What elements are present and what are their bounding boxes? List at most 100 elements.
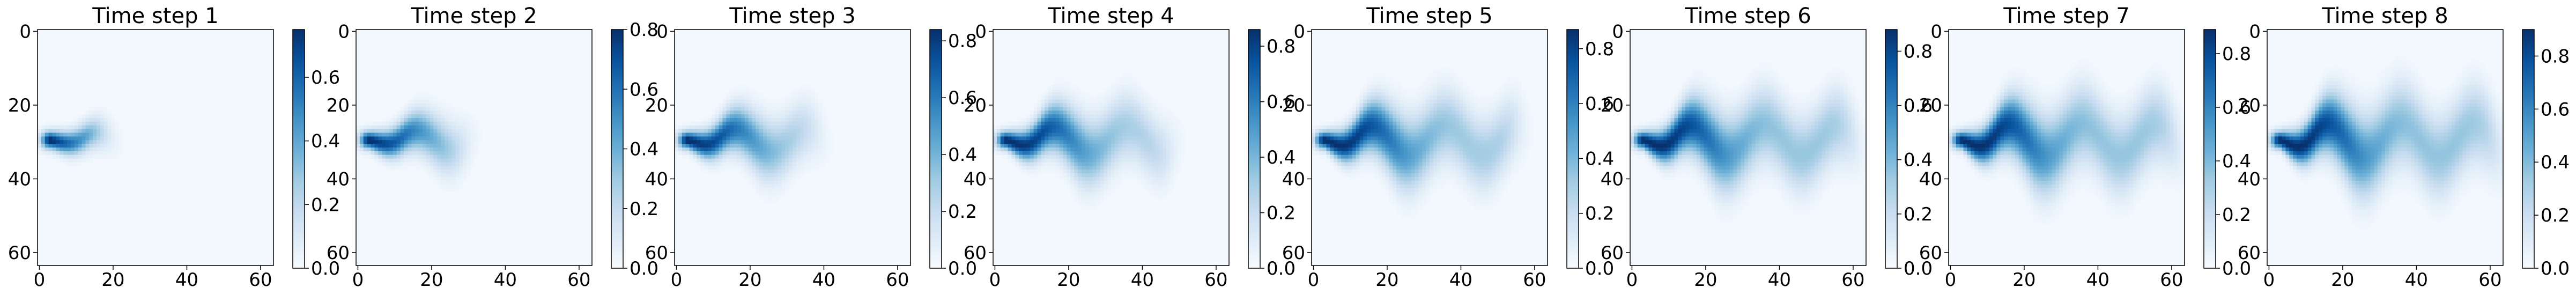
x-tick-label: 0 [989, 269, 1001, 291]
chart-title: Time step 6 [1684, 4, 1811, 28]
x-tick-label: 40 [812, 269, 835, 291]
y-tick-label: 0 [1930, 21, 1942, 42]
y-tick-label: 0 [1612, 21, 1624, 42]
colorbar-tick-label: 0.4 [630, 139, 658, 160]
y-tick-label: 0 [1293, 21, 1305, 42]
y-tick-label: 40 [1601, 168, 1624, 190]
y-tick-label: 60 [8, 242, 31, 264]
x-tick-label: 40 [2405, 269, 2428, 291]
colorbar-tick-label: 0.4 [948, 144, 977, 166]
chart-title: Time step 4 [1047, 4, 1174, 28]
x-tick-label: 0 [671, 269, 683, 291]
x-tick-label: 20 [2012, 269, 2035, 291]
y-tick-label: 40 [1282, 168, 1305, 190]
x-tick-label: 20 [738, 269, 761, 291]
colorbar-tick-label: 0.8 [630, 19, 658, 41]
colorbar-tick-label: 0.2 [2222, 204, 2251, 226]
heatmap-image [675, 30, 911, 266]
y-tick-label: 40 [964, 168, 987, 190]
x-tick-label: 60 [1841, 269, 1864, 291]
x-tick-label: 20 [1375, 269, 1398, 291]
x-tick-label: 40 [1768, 269, 1791, 291]
colorbar-tick-label: 0.8 [1585, 39, 1614, 60]
colorbar-tick-label: 0.2 [1267, 203, 1296, 224]
heatmap-image [356, 30, 592, 266]
x-tick-label: 40 [494, 269, 517, 291]
colorbar-tick-label: 0.4 [2541, 152, 2570, 173]
colorbar-tick-label: 0.0 [1904, 258, 1933, 279]
x-tick-label: 60 [886, 269, 909, 291]
colorbar: 0.0 0.2 0.4 0.6 0.8 [1248, 29, 1296, 279]
x-tick-label: 20 [1057, 269, 1080, 291]
y-tick-label: 60 [1282, 242, 1305, 264]
y-tick-label: 40 [327, 168, 350, 190]
colorbar-tick-label: 0.0 [311, 258, 340, 279]
y-tick-label: 60 [327, 242, 350, 264]
axes-frame [993, 29, 1230, 266]
x-tick-label: 40 [1131, 269, 1154, 291]
colorbar-tick-label: 0.6 [948, 87, 977, 109]
y-tick-label: 20 [2238, 95, 2261, 116]
heatmap-image [1949, 30, 2185, 266]
axes-frame [356, 29, 593, 266]
chart-title: Time step 2 [410, 4, 537, 28]
heatmap-image [1630, 30, 1867, 266]
heatmap-image [993, 30, 1229, 266]
x-tick-label: 60 [249, 269, 272, 291]
x-tick-label: 60 [2478, 269, 2501, 291]
y-tick-label: 20 [645, 95, 668, 116]
x-tick-label: 20 [2331, 269, 2354, 291]
colorbar-tick-label: 0.8 [1904, 41, 1933, 62]
colorbar-tick-label: 0.0 [2541, 258, 2570, 279]
colorbar-tick-label: 0.6 [1585, 93, 1614, 115]
colorbar-tick-label: 0.4 [311, 131, 340, 152]
axes-frame [1311, 29, 1548, 266]
chart-title: Time step 8 [2321, 4, 2448, 28]
x-tick-label: 60 [1523, 269, 1546, 291]
colorbar-tick-label: 0.2 [1585, 203, 1614, 225]
colorbar: 0.0 0.2 0.4 0.6 [292, 29, 340, 279]
y-tick-label: 60 [964, 242, 987, 264]
x-tick-label: 40 [1449, 269, 1472, 291]
colorbar-tick-label: 0.4 [1904, 150, 1933, 171]
x-tick-label: 60 [2160, 269, 2183, 291]
axes-frame [2267, 29, 2504, 266]
y-tick-label: 0 [975, 21, 987, 42]
colorbar-tick-label: 0.0 [948, 258, 977, 279]
colorbar: 0.0 0.2 0.4 0.6 0.8 [2522, 29, 2570, 279]
y-tick-label: 20 [964, 95, 987, 116]
x-tick-label: 20 [1694, 269, 1717, 291]
x-tick-label: 20 [420, 269, 443, 291]
y-tick-label: 40 [645, 168, 668, 190]
y-tick-label: 60 [1601, 242, 1624, 264]
x-tick-label: 60 [567, 269, 590, 291]
colorbar: 0.0 0.2 0.4 0.6 0.8 [1566, 29, 1614, 279]
y-tick-label: 60 [2238, 242, 2261, 264]
heatmap-image [1312, 30, 1548, 266]
colorbar-tick-label: 0.8 [2222, 43, 2251, 65]
chart-title: Time step 3 [729, 4, 855, 28]
x-tick-label: 20 [101, 269, 124, 291]
x-tick-label: 0 [1308, 269, 1320, 291]
y-tick-label: 60 [1919, 242, 1942, 264]
colorbar-tick-label: 0.8 [1267, 36, 1296, 57]
y-tick-label: 0 [338, 21, 350, 42]
axes-frame [1630, 29, 1867, 266]
heatmap-image [2267, 30, 2504, 266]
x-tick-label: 0 [1626, 269, 1638, 291]
colorbar-tick-label: 0.0 [1585, 258, 1614, 279]
y-tick-label: 0 [656, 21, 668, 42]
colorbar-tick-label: 0.4 [1267, 147, 1296, 168]
chart-title: Time step 7 [2003, 4, 2129, 28]
y-tick-label: 40 [2238, 168, 2261, 190]
y-tick-label: 20 [8, 95, 31, 116]
colorbar-tick-label: 0.0 [630, 258, 658, 279]
